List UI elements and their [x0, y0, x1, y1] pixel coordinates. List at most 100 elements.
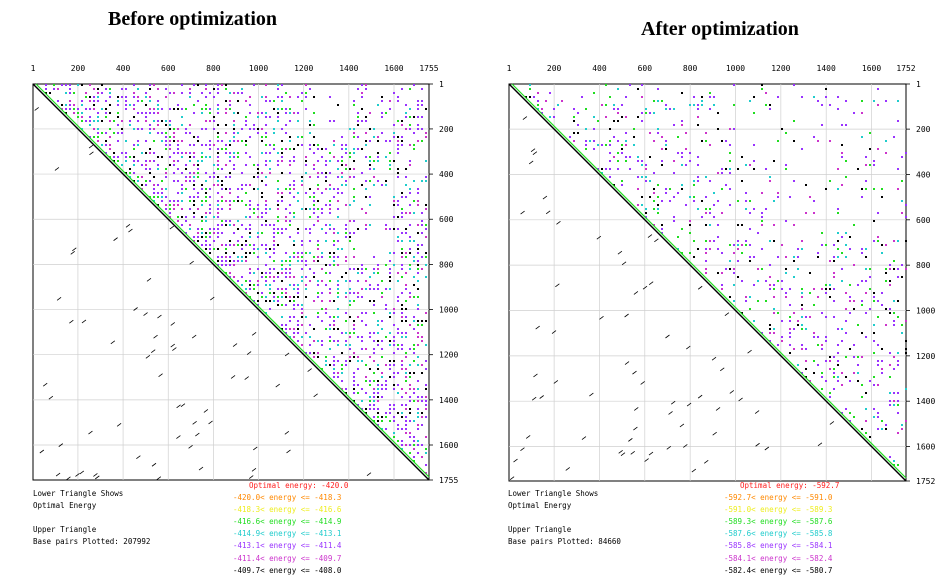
- base-pair-dot: [137, 176, 139, 178]
- base-pair-dot: [293, 184, 295, 186]
- base-pair-dot: [309, 208, 311, 210]
- base-pair-dot: [281, 280, 283, 282]
- base-pair-dot: [333, 140, 335, 142]
- base-pair-dot: [353, 220, 355, 222]
- base-pair-dot: [289, 296, 291, 298]
- base-pair-dot: [361, 296, 363, 298]
- base-pair-dot: [189, 144, 191, 146]
- base-pair-dot: [301, 144, 303, 146]
- base-pair-dot: [261, 232, 263, 234]
- base-pair-dot: [409, 432, 411, 434]
- base-pair-dot: [149, 172, 151, 174]
- base-pair-dot: [701, 100, 703, 102]
- base-pair-dot: [205, 192, 207, 194]
- base-pair-dot: [329, 256, 331, 258]
- base-pair-dot: [901, 212, 903, 214]
- base-pair-dot: [717, 172, 719, 174]
- base-pair-dot: [425, 256, 427, 258]
- base-pair-dot: [225, 264, 227, 266]
- base-pair-dot: [193, 200, 195, 202]
- base-pair-dot: [865, 280, 867, 282]
- base-pair-dot: [381, 356, 383, 358]
- base-pair-dot: [297, 136, 299, 138]
- base-pair-dot: [409, 264, 411, 266]
- base-pair-dot: [197, 240, 199, 242]
- base-pair-dot: [121, 152, 123, 154]
- base-pair-dot: [257, 128, 259, 130]
- base-pair-dot: [653, 140, 655, 142]
- base-pair-dot: [341, 192, 343, 194]
- legend-description: Lower Triangle Shows Optimal Energy Uppe…: [33, 488, 150, 548]
- base-pair-dot: [249, 200, 251, 202]
- base-pair-dot: [605, 168, 607, 170]
- base-pair-dot: [849, 284, 851, 286]
- base-pair-dot: [377, 264, 379, 266]
- base-pair-dot: [381, 416, 383, 418]
- base-pair-dot: [713, 104, 715, 106]
- base-pair-dot: [553, 116, 555, 118]
- base-pair-dot: [897, 240, 899, 242]
- optimal-pair-stroke: [520, 447, 525, 451]
- base-pair-dot: [401, 316, 403, 318]
- base-pair-dot: [81, 116, 83, 118]
- base-pair-dot: [393, 416, 395, 418]
- dot-plot-after: 1 200 400 600 800 1000 1200 1400 1600 17521200400…: [507, 64, 936, 486]
- base-pair-dot: [729, 152, 731, 154]
- base-pair-dot: [413, 456, 415, 458]
- base-pair-dot: [201, 204, 203, 206]
- right-tick-label: 1: [439, 80, 444, 89]
- base-pair-dot: [73, 108, 75, 110]
- base-pair-dot: [289, 164, 291, 166]
- base-pair-dot: [393, 336, 395, 338]
- base-pair-dot: [865, 180, 867, 182]
- base-pair-dot: [361, 340, 363, 342]
- base-pair-dot: [117, 132, 119, 134]
- base-pair-dot: [849, 420, 851, 422]
- base-pair-dot: [373, 352, 375, 354]
- base-pair-dot: [401, 416, 403, 418]
- base-pair-dot: [321, 300, 323, 302]
- base-pair-dot: [241, 260, 243, 262]
- base-pair-dot: [749, 256, 751, 258]
- base-pair-dot: [281, 152, 283, 154]
- base-pair-dot: [345, 256, 347, 258]
- base-pair-dot: [705, 268, 707, 270]
- base-pair-dot: [281, 200, 283, 202]
- base-pair-dot: [861, 112, 863, 114]
- base-pair-dot: [657, 196, 659, 198]
- base-pair-dot: [301, 316, 303, 318]
- base-pair-dot: [425, 136, 427, 138]
- base-pair-dot: [413, 144, 415, 146]
- base-pair-dot: [89, 116, 91, 118]
- base-pair-dot: [169, 208, 171, 210]
- base-pair-dot: [133, 84, 135, 86]
- base-pair-dot: [421, 336, 423, 338]
- base-pair-dot: [249, 128, 251, 130]
- base-pair-dot: [745, 300, 747, 302]
- base-pair-dot: [233, 120, 235, 122]
- base-pair-dot: [345, 236, 347, 238]
- base-pair-dot: [117, 124, 119, 126]
- base-pair-dot: [525, 96, 527, 98]
- base-pair-dot: [189, 228, 191, 230]
- base-pair-dot: [529, 84, 531, 86]
- base-pair-dot: [321, 212, 323, 214]
- base-pair-dot: [357, 316, 359, 318]
- base-pair-dot: [857, 364, 859, 366]
- base-pair-dot: [309, 352, 311, 354]
- base-pair-dot: [673, 124, 675, 126]
- base-pair-dot: [629, 156, 631, 158]
- base-pair-dot: [657, 184, 659, 186]
- base-pair-dot: [97, 96, 99, 98]
- base-pair-dot: [397, 140, 399, 142]
- optimal-pair-stroke: [136, 455, 141, 459]
- base-pair-dot: [689, 220, 691, 222]
- base-pair-dot: [737, 248, 739, 250]
- base-pair-dot: [845, 176, 847, 178]
- base-pair-dot: [333, 356, 335, 358]
- base-pair-dot: [825, 316, 827, 318]
- base-pair-dot: [321, 340, 323, 342]
- base-pair-dot: [777, 192, 779, 194]
- base-pair-dot: [825, 380, 827, 382]
- energy-legend: Optimal energy: -592.7 -592.7< energy <=…: [724, 480, 839, 577]
